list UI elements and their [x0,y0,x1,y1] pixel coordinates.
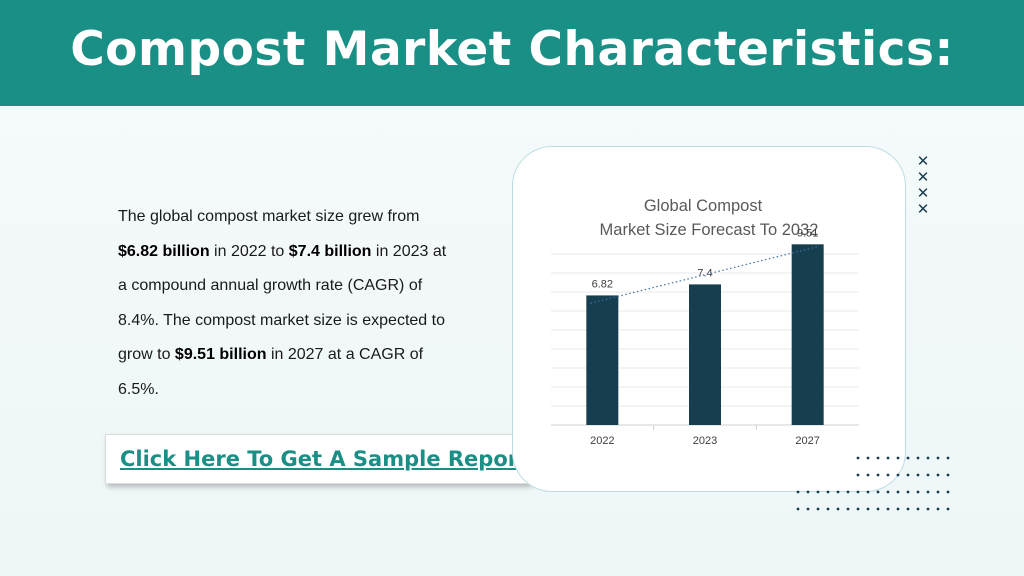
decor-dot [886,473,890,477]
chart-title-line: Global Compost [644,197,763,215]
title-banner: Compost Market Characteristics: [0,0,1024,106]
paragraph-text: in 2023 at a compound annual growth rate… [118,242,447,364]
decor-dot [876,456,880,460]
decor-dot [846,490,850,494]
decor-dot [886,490,890,494]
decor-dot [806,507,810,511]
decor-dot [876,490,880,494]
decor-dot [926,473,930,477]
x-tick-label: 2022 [590,435,614,447]
data-label: 6.82 [592,278,613,290]
highlight-value: $9.51 billion [174,346,267,363]
data-label: 7.4 [697,267,712,279]
dot-grid-decoration [796,456,950,511]
decor-dot [936,507,940,511]
decor-dot [926,490,930,494]
decor-dot [836,507,840,511]
data-label: 9.51 [797,227,818,239]
decor-dot [946,456,950,460]
decor-dot [906,490,910,494]
decor-dot [916,456,920,460]
decor-dot [896,456,900,460]
decor-dot [886,507,890,511]
bar [586,295,619,425]
decor-dot [856,507,860,511]
x-mark-icon: ✕ [916,153,930,170]
decor-dot [856,490,860,494]
decor-dot [896,490,900,494]
decor-dot [936,473,940,477]
paragraph-text: in 2022 to [209,242,289,260]
decor-dot [946,507,950,511]
decor-dot [906,507,910,511]
highlight-value: $6.82 billion [118,242,210,260]
page-title: Compost Market Characteristics: [70,22,954,77]
decor-dot [826,490,830,494]
decor-dot [916,473,920,477]
trendline [590,246,818,304]
x-tick-label: 2023 [693,435,717,447]
decor-dot [896,473,900,477]
chart-title-line: Market Size Forecast To 2032 [600,221,819,239]
chart-card: Global Compost Market Size Forecast To 20… [512,146,906,492]
x-mark-icon: ✕ [916,185,930,202]
decor-dot [836,490,840,494]
decor-dot [896,507,900,511]
x-mark-icon: ✕ [916,169,930,186]
decor-dot [936,490,940,494]
decor-dot [866,490,870,494]
decor-dot [826,507,830,511]
decor-dot [876,473,880,477]
decor-dot [866,473,870,477]
decor-dot [946,490,950,494]
decor-dot [796,507,800,511]
bar [791,244,824,425]
decor-dot [936,456,940,460]
x-tick-label: 2027 [795,435,819,447]
decor-dot [866,456,870,460]
market-description: The global compost market size grew from… [118,200,458,407]
bar-chart: Global Compost Market Size Forecast To 20… [551,197,859,447]
decor-dot [906,456,910,460]
sample-report-cta: Click Here To Get A Sample Report [105,434,530,484]
decor-dot [946,473,950,477]
decor-dot [916,507,920,511]
paragraph-text: The global compost market size grew from [118,208,420,225]
paragraph-text: in 2027 at a CAGR of 6.5%. [118,346,424,398]
decor-dot [926,507,930,511]
decor-dot [816,507,820,511]
decor-dot [866,507,870,511]
decor-dot [856,473,860,477]
decor-dot [806,490,810,494]
x-mark-icon: ✕ [916,201,930,218]
decor-dot [916,490,920,494]
x-mark-decoration: ✕ ✕ ✕ ✕ [916,154,930,218]
decor-dot [906,473,910,477]
decor-dot [796,490,800,494]
highlight-value: $7.4 billion [288,242,372,260]
decor-dot [846,507,850,511]
decor-dot [876,507,880,511]
decor-dot [926,456,930,460]
sample-report-link[interactable]: Click Here To Get A Sample Report [120,447,529,471]
decor-dot [856,456,860,460]
decor-dot [886,456,890,460]
decor-dot [816,490,820,494]
bar [689,284,721,425]
